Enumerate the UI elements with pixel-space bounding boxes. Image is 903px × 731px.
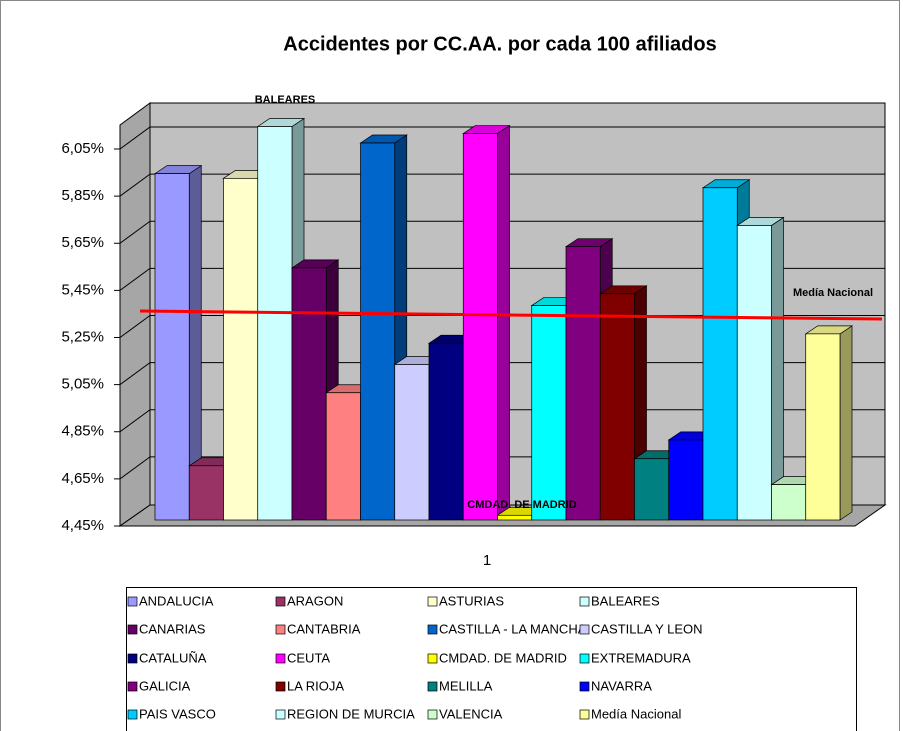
bar <box>805 333 841 521</box>
legend-label: VALENCIA <box>439 706 503 721</box>
legend-swatch <box>427 681 438 692</box>
y-tick-label: 5,85% <box>61 187 104 204</box>
bar <box>462 133 498 521</box>
bar <box>360 142 396 521</box>
bar <box>223 177 259 521</box>
legend-swatch <box>579 596 590 607</box>
legend-swatch <box>275 653 286 664</box>
grid-line <box>119 267 151 291</box>
bar <box>565 246 601 521</box>
grid-line <box>119 220 151 244</box>
legend-label: ARAGON <box>287 593 343 608</box>
legend-label: NAVARRA <box>591 678 652 693</box>
annotation: BALEARES <box>255 94 316 106</box>
legend-label: CATALUÑA <box>139 650 207 665</box>
y-tick-label: 4,65% <box>61 470 104 487</box>
legend-swatch <box>127 681 138 692</box>
y-tick-label: 5,65% <box>61 234 104 251</box>
legend-swatch <box>127 709 138 720</box>
legend-swatch <box>427 624 438 635</box>
bar <box>497 514 533 521</box>
legend-swatch <box>427 653 438 664</box>
legend-label: GALICIA <box>139 678 191 693</box>
grid-line <box>119 456 151 480</box>
legend-label: CASTILLA - LA MANCHA <box>439 621 587 636</box>
national-average-line <box>139 309 883 321</box>
annotation: Medía Nacional <box>793 287 873 299</box>
bar <box>188 465 224 521</box>
bar <box>736 225 772 521</box>
bar <box>599 293 635 521</box>
legend-label: PAIS VASCO <box>139 706 216 721</box>
legend-label: LA RIOJA <box>287 678 344 693</box>
y-tick-label: 6,05% <box>61 140 104 157</box>
legend-swatch <box>127 596 138 607</box>
legend-label: CEUTA <box>287 650 330 665</box>
legend-swatch <box>275 681 286 692</box>
legend-swatch <box>275 624 286 635</box>
y-tick-label: 5,05% <box>61 376 104 393</box>
legend-label: CMDAD. DE MADRID <box>439 650 567 665</box>
legend-label: CANARIAS <box>139 621 206 636</box>
grid-line <box>119 409 151 433</box>
legend-swatch <box>427 709 438 720</box>
legend-label: CANTABRIA <box>287 621 361 636</box>
y-tick-label: 4,85% <box>61 423 104 440</box>
legend-swatch <box>275 596 286 607</box>
y-tick-label: 5,25% <box>61 328 104 345</box>
chart-title: Accidentes por CC.AA. por cada 100 afili… <box>283 33 716 55</box>
y-tick-label: 4,45% <box>61 517 104 534</box>
legend-swatch <box>127 624 138 635</box>
grid-line <box>119 126 151 150</box>
legend-swatch <box>275 709 286 720</box>
bar <box>771 484 807 521</box>
legend-label: ASTURIAS <box>439 593 504 608</box>
bar <box>257 126 293 521</box>
legend-label: Medía Nacional <box>591 706 681 721</box>
bar <box>668 439 704 521</box>
bar <box>531 305 567 521</box>
legend-label: BALEARES <box>591 593 660 608</box>
grid-line <box>119 362 151 386</box>
legend-swatch <box>427 596 438 607</box>
bar <box>634 458 670 521</box>
legend-label: EXTREMADURA <box>591 650 691 665</box>
side-wall <box>119 102 151 527</box>
bar <box>291 267 327 521</box>
legend-swatch <box>127 653 138 664</box>
bar-side <box>497 124 510 521</box>
bar <box>154 173 190 521</box>
bar <box>394 364 430 521</box>
bar-side <box>771 216 784 521</box>
legend-swatch <box>579 709 590 720</box>
bar <box>428 342 464 521</box>
bar <box>325 392 361 521</box>
legend-swatch <box>579 624 590 635</box>
grid-line <box>119 173 151 197</box>
legend-box <box>126 587 857 731</box>
bar-side <box>839 325 853 521</box>
legend-label: REGION DE MURCIA <box>287 706 415 721</box>
legend-swatch <box>579 653 590 664</box>
legend-label: CASTILLA Y LEON <box>591 621 703 636</box>
legend-label: MELILLA <box>439 678 493 693</box>
y-tick-label: 5,45% <box>61 281 104 298</box>
bar <box>702 187 738 521</box>
x-tick-label: 1 <box>483 552 491 569</box>
legend-label: ANDALUCIA <box>139 593 214 608</box>
annotation: CMDAD. DE MADRID <box>467 499 576 511</box>
legend-swatch <box>579 681 590 692</box>
grid-line <box>119 315 151 338</box>
